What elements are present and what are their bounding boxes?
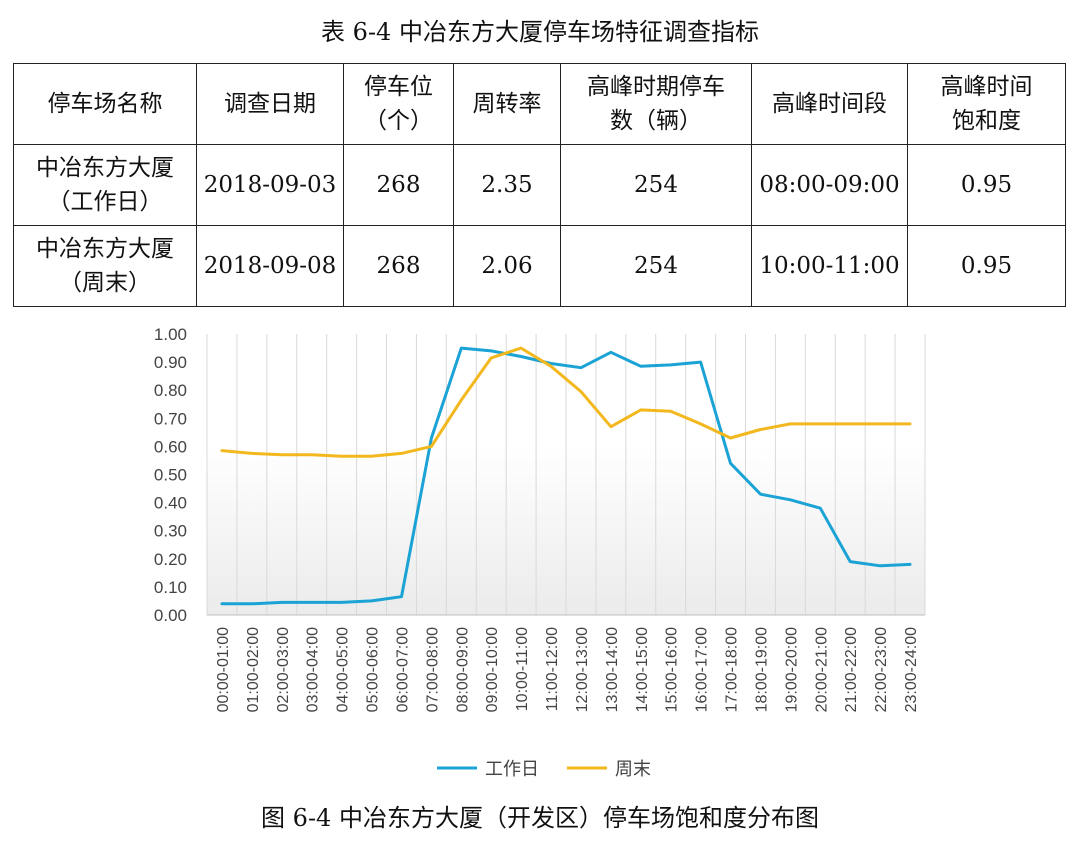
y-tick-label: 0.70: [154, 409, 187, 428]
header-name: 停车场名称: [13, 63, 197, 145]
series-lines: [220, 346, 912, 606]
table-row: 中冶东方大厦 （工作日） 2018-09-03 268 2.35 254 08:0…: [13, 144, 1066, 226]
y-axis: 0.00 0.10 0.20 0.30 0.40 0.50 0.60 0.70 0.80 0.90…: [154, 325, 187, 625]
header-peak-saturation: 高峰时间 饱和度: [907, 63, 1066, 145]
survey-table: 停车场名称 调查日期 停车位 （个） 周转率 高峰时期停车 数（辆） 高峰时间段 高…: [13, 63, 1066, 307]
x-tick-label: 02:00-03:00: [275, 627, 292, 713]
x-tick-label: 18:00-19:00: [753, 627, 770, 713]
cell-date: 2018-09-03: [196, 144, 344, 226]
cell-spaces: 268: [343, 225, 454, 307]
cell-name: 中冶东方大厦 （工作日）: [13, 144, 197, 226]
x-tick-label: 08:00-09:00: [454, 627, 471, 713]
figure-caption: 图 6-4 中冶东方大厦（开发区）停车场饱和度分布图: [261, 804, 819, 832]
cell-peak-saturation: 0.95: [907, 144, 1066, 226]
x-tick-label: 22:00-23:00: [873, 627, 890, 713]
cell-date: 2018-09-08: [196, 225, 344, 307]
table-title: 表 6-4 中冶东方大厦停车场特征调查指标: [321, 18, 759, 46]
grid-lines: [206, 334, 926, 616]
x-tick-label: 01:00-02:00: [245, 627, 262, 713]
x-tick-label: 07:00-08:00: [424, 627, 441, 713]
cell-peak-count: 254: [560, 144, 752, 226]
x-tick-label: 15:00-16:00: [664, 627, 681, 713]
x-tick-label: 17:00-18:00: [724, 627, 741, 713]
x-tick-label: 09:00-10:00: [484, 627, 501, 713]
legend-label: 工作日: [485, 759, 539, 779]
y-tick-label: 0.80: [154, 381, 187, 400]
x-tick-label: 00:00-01:00: [215, 627, 232, 713]
cell-peak-period: 08:00-09:00: [751, 144, 908, 226]
x-tick-label: 13:00-14:00: [604, 627, 621, 713]
cell-spaces: 268: [343, 144, 454, 226]
x-tick-label: 16:00-17:00: [694, 627, 711, 713]
cell-turnover: 2.06: [453, 225, 561, 307]
y-tick-label: 1.00: [154, 325, 187, 344]
x-axis: 00:00-01:00 01:00-02:00 02:00-03:00 03:00-0…: [215, 627, 920, 713]
chart-svg: 0.00 0.10 0.20 0.30 0.40 0.50 0.60 0.70 0.80 0.90…: [154, 325, 926, 779]
table-row: 中冶东方大厦 （周末） 2018-09-08 268 2.06 254 10:00…: [13, 225, 1066, 307]
series-line-1: [220, 346, 912, 458]
x-tick-label: 05:00-06:00: [365, 627, 382, 713]
x-tick-label: 06:00-07:00: [394, 627, 411, 713]
y-tick-label: 0.30: [154, 522, 187, 541]
cell-peak-period: 10:00-11:00: [751, 225, 908, 307]
x-tick-label: 19:00-20:00: [783, 627, 800, 713]
x-tick-label: 03:00-04:00: [305, 627, 322, 713]
x-tick-label: 23:00-24:00: [903, 627, 920, 713]
header-turnover: 周转率: [453, 63, 561, 145]
y-tick-label: 0.50: [154, 466, 187, 485]
saturation-chart: 0.00 0.10 0.20 0.30 0.40 0.50 0.60 0.70 0.80 0.90…: [0, 316, 1080, 786]
cell-peak-saturation: 0.95: [907, 225, 1066, 307]
y-tick-label: 0.00: [154, 606, 187, 625]
legend: 工作日 周末: [437, 759, 651, 779]
series-line-0: [220, 346, 912, 606]
x-tick-label: 14:00-15:00: [634, 627, 651, 713]
cell-turnover: 2.35: [453, 144, 561, 226]
x-tick-label: 12:00-13:00: [574, 627, 591, 713]
y-tick-label: 0.60: [154, 437, 187, 456]
y-tick-label: 0.20: [154, 550, 187, 569]
x-tick-label: 10:00-11:00: [514, 627, 531, 711]
x-tick-label: 20:00-21:00: [813, 627, 830, 713]
cell-name: 中冶东方大厦 （周末）: [13, 225, 197, 307]
legend-label: 周末: [615, 759, 651, 779]
header-date: 调查日期: [196, 63, 344, 145]
table-header-row: 停车场名称 调查日期 停车位 （个） 周转率 高峰时期停车 数（辆） 高峰时间段 高…: [13, 63, 1066, 145]
y-tick-label: 0.40: [154, 494, 187, 513]
x-tick-label: 04:00-05:00: [335, 627, 352, 713]
header-peak-period: 高峰时间段: [751, 63, 908, 145]
x-tick-label: 11:00-12:00: [544, 627, 561, 711]
y-tick-label: 0.90: [154, 353, 187, 372]
y-tick-label: 0.10: [154, 578, 187, 597]
cell-peak-count: 254: [560, 225, 752, 307]
x-tick-label: 21:00-22:00: [843, 627, 860, 713]
header-spaces: 停车位 （个）: [343, 63, 454, 145]
header-peak-count: 高峰时期停车 数（辆）: [560, 63, 752, 145]
